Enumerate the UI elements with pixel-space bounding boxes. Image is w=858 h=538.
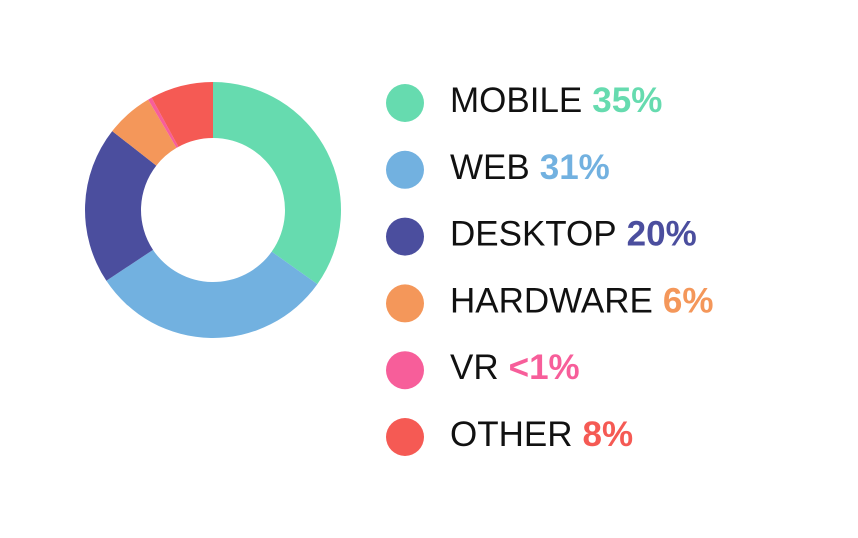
value-label: <1% bbox=[509, 348, 580, 387]
legend-label: MOBILE bbox=[450, 81, 582, 120]
legend-swatch bbox=[386, 217, 424, 256]
slice bbox=[112, 99, 177, 166]
value-label: 31% bbox=[540, 148, 610, 187]
legend-entry: VR <1% bbox=[450, 348, 580, 387]
legend-swatch bbox=[386, 351, 424, 390]
legend: MOBILE 35% WEB 31% DESKTOP 20% HARDWARE 6% VR <1%… bbox=[386, 81, 713, 456]
slice bbox=[106, 249, 318, 338]
legend-label: DESKTOP bbox=[450, 215, 617, 254]
legend-label: VR bbox=[450, 348, 499, 387]
slice bbox=[148, 97, 179, 148]
legend-entry: HARDWARE 6% bbox=[450, 282, 713, 321]
legend-label: HARDWARE bbox=[450, 282, 653, 321]
legend-swatch bbox=[386, 284, 424, 323]
legend-label: WEB bbox=[450, 148, 530, 187]
legend-swatch bbox=[386, 150, 424, 189]
legend-swatch bbox=[386, 418, 424, 456]
slice bbox=[151, 82, 213, 147]
legend-entry: DESKTOP 20% bbox=[450, 215, 697, 254]
value-label: 35% bbox=[592, 81, 662, 120]
legend-swatch bbox=[386, 84, 424, 122]
value-label: 20% bbox=[627, 215, 697, 254]
legend-label: OTHER bbox=[450, 415, 573, 454]
slice bbox=[213, 82, 341, 285]
slice bbox=[85, 131, 157, 281]
legend-entry: WEB 31% bbox=[450, 148, 610, 187]
legend-entry: MOBILE 35% bbox=[450, 81, 662, 120]
legend-entry: OTHER 8% bbox=[450, 415, 633, 454]
value-label: 8% bbox=[583, 415, 634, 454]
value-label: 6% bbox=[663, 282, 714, 321]
